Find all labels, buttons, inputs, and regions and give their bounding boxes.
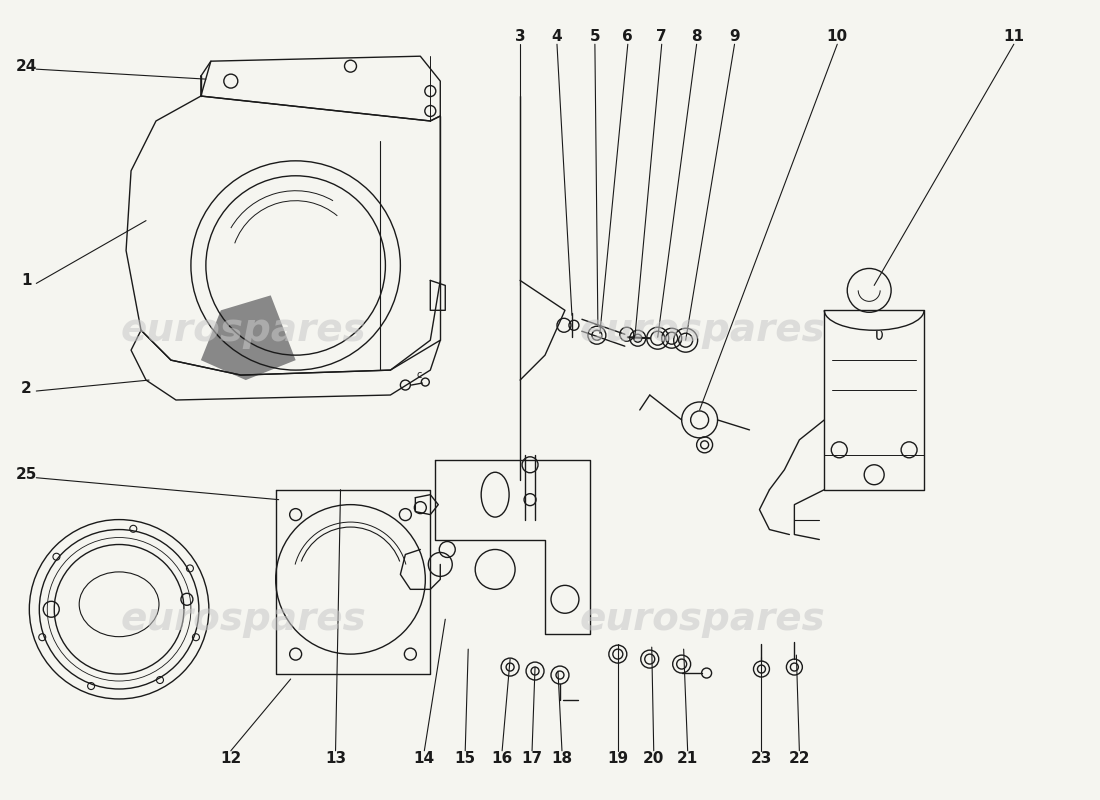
Text: 11: 11: [1003, 29, 1024, 44]
Text: 24: 24: [15, 58, 37, 74]
Text: 15: 15: [454, 751, 476, 766]
Text: 13: 13: [324, 751, 346, 766]
Text: 21: 21: [676, 751, 698, 766]
Text: 12: 12: [220, 751, 241, 766]
Text: 25: 25: [15, 467, 37, 482]
Text: 2: 2: [21, 381, 32, 395]
Polygon shape: [201, 295, 296, 380]
Text: c: c: [416, 370, 421, 380]
Text: 7: 7: [657, 29, 667, 44]
Text: 6: 6: [623, 29, 634, 44]
Text: eurospares: eurospares: [121, 600, 366, 638]
Text: 20: 20: [644, 751, 664, 766]
Text: 17: 17: [521, 751, 542, 766]
Text: 22: 22: [789, 751, 810, 766]
Text: 14: 14: [414, 751, 435, 766]
Text: eurospares: eurospares: [580, 311, 826, 350]
Text: 19: 19: [607, 751, 628, 766]
Text: 23: 23: [751, 751, 772, 766]
Text: 8: 8: [691, 29, 702, 44]
Text: υ: υ: [874, 328, 883, 342]
Text: 4: 4: [552, 29, 562, 44]
Text: 18: 18: [551, 751, 572, 766]
Text: eurospares: eurospares: [121, 311, 366, 350]
Text: eurospares: eurospares: [580, 600, 826, 638]
Text: 16: 16: [492, 751, 513, 766]
Text: 3: 3: [515, 29, 526, 44]
Text: 9: 9: [729, 29, 740, 44]
Text: 10: 10: [827, 29, 848, 44]
Text: 1: 1: [21, 273, 32, 288]
Text: 5: 5: [590, 29, 601, 44]
